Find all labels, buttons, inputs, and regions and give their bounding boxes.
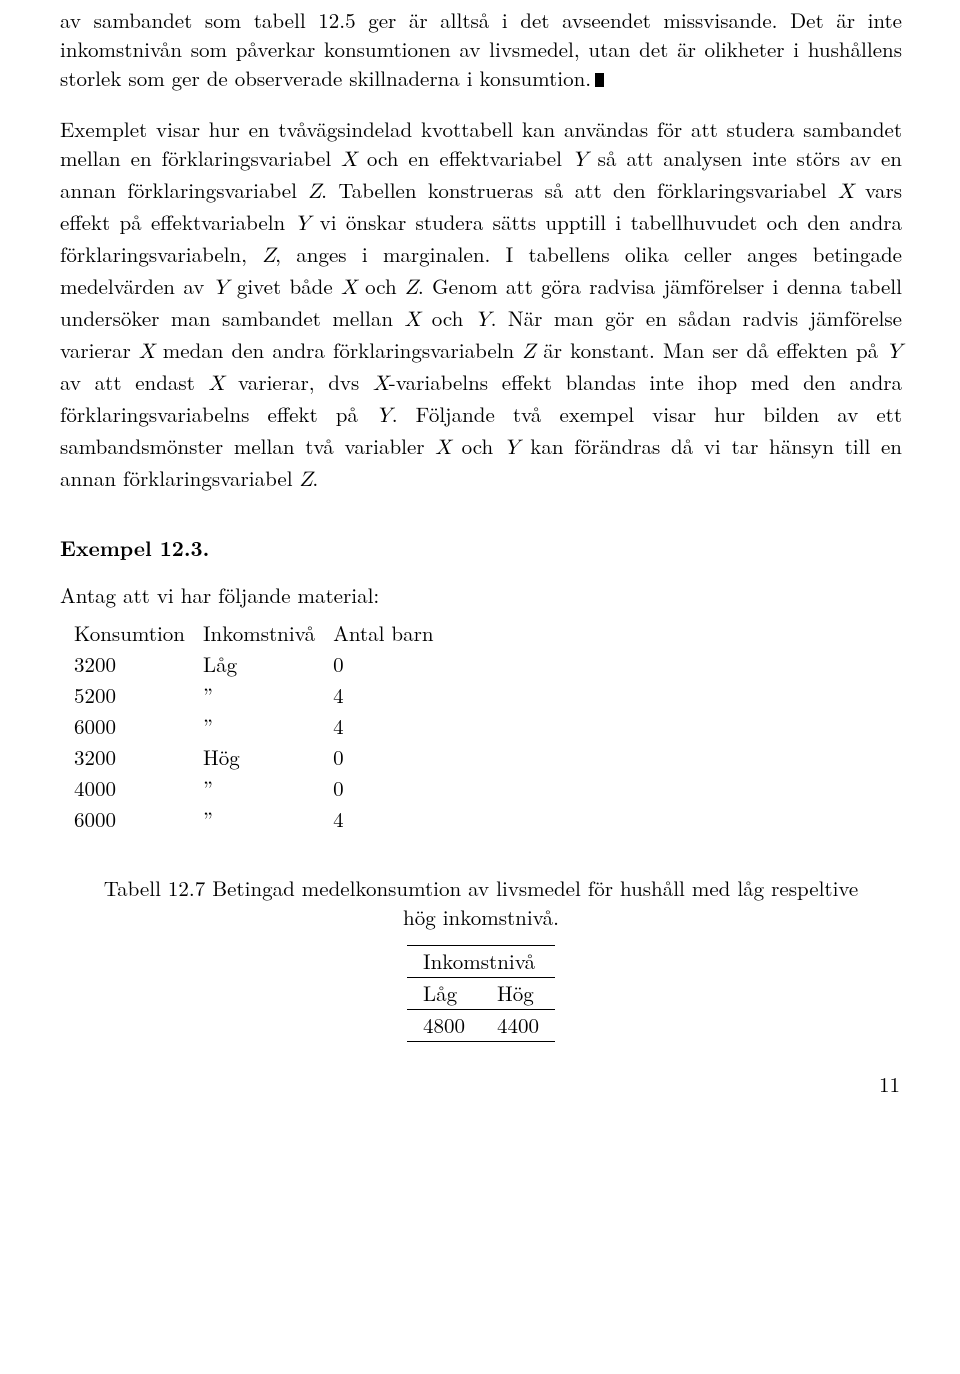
col-konsumtion: Konsumtion <box>74 619 203 650</box>
small-val-low: 4800 <box>407 1009 481 1041</box>
p2-seg-k: och <box>420 303 475 333</box>
cell: 4 <box>333 805 451 836</box>
table-row: 4000 ” 0 <box>74 774 452 805</box>
cell: 4 <box>333 681 451 712</box>
var-y: Y <box>213 278 229 299</box>
table-caption: Tabell 12.7 Betingad medelkonsumtion av … <box>60 874 902 931</box>
var-x: X <box>435 438 451 459</box>
table-row: 6000 ” 4 <box>74 805 452 836</box>
var-x: X <box>341 278 357 299</box>
intro-line: Antag att vi har följande material: <box>60 581 902 610</box>
var-y: Y <box>295 214 311 235</box>
var-z: Z <box>262 246 275 267</box>
var-y: Y <box>475 310 491 331</box>
cell: 4 <box>333 712 451 743</box>
var-x: X <box>209 374 225 395</box>
var-z: Z <box>522 342 535 363</box>
paragraph-1: av sambandet som tabell 12.5 ger är allt… <box>60 6 902 93</box>
var-x: X <box>405 310 421 331</box>
table-header-row: Konsumtion Inkomstnivå Antal barn <box>74 619 452 650</box>
var-x: X <box>373 374 389 395</box>
p2-seg-d: . Tabellen konstrueras så att den förkla… <box>321 175 838 205</box>
example-heading: Exempel 12.3. <box>60 534 902 563</box>
small-table-wrap: Inkomstnivå Låg Hög 4800 4400 <box>60 945 902 1042</box>
var-y: Y <box>572 150 588 171</box>
var-y: Y <box>504 438 520 459</box>
small-sub-row: Låg Hög <box>407 977 555 1009</box>
table-row: 3200 Låg 0 <box>74 650 452 681</box>
cell: Låg <box>203 650 333 681</box>
p1-text: av sambandet som tabell 12.5 ger är allt… <box>60 5 902 93</box>
small-header: Inkomstnivå <box>407 945 555 977</box>
p2-seg-u: . <box>312 463 318 493</box>
var-x: X <box>139 342 155 363</box>
small-sub-low: Låg <box>407 977 481 1009</box>
cell: ” <box>203 681 333 712</box>
p2-seg-p: varierar, dvs <box>224 367 373 397</box>
cell: Hög <box>203 743 333 774</box>
cell: ” <box>203 712 333 743</box>
var-y: Y <box>886 342 902 363</box>
var-y: Y <box>376 406 392 427</box>
col-antal-barn: Antal barn <box>333 619 451 650</box>
table-row: 6000 ” 4 <box>74 712 452 743</box>
cell: 3200 <box>74 650 203 681</box>
table-row: 5200 ” 4 <box>74 681 452 712</box>
p2-seg-m: medan den andra förklaringsvariabeln <box>155 335 523 365</box>
paragraph-2: Exemplet visar hur en tvåvägsindelad kvo… <box>60 115 902 496</box>
cell: 0 <box>333 743 451 774</box>
cell: ” <box>203 774 333 805</box>
table-row: 3200 Hög 0 <box>74 743 452 774</box>
p2-seg-s: och <box>451 431 504 461</box>
data-table: Konsumtion Inkomstnivå Antal barn 3200 L… <box>74 619 452 836</box>
var-z: Z <box>300 470 313 491</box>
p2-seg-n: är konstant. Man ser då effekten på <box>535 335 886 365</box>
cell: 3200 <box>74 743 203 774</box>
cell: 0 <box>333 774 451 805</box>
p2-seg-b: och en effektvariabel <box>357 143 572 173</box>
page-number: 11 <box>60 1070 902 1099</box>
cell: 0 <box>333 650 451 681</box>
end-of-proof-marker <box>595 73 604 87</box>
p2-seg-h: givet både <box>228 271 341 301</box>
var-x: X <box>838 182 854 203</box>
small-table: Inkomstnivå Låg Hög 4800 4400 <box>407 945 555 1042</box>
cell: 6000 <box>74 712 203 743</box>
p2-seg-i: och <box>357 271 405 301</box>
cell: 4000 <box>74 774 203 805</box>
var-z: Z <box>405 278 418 299</box>
cell: 6000 <box>74 805 203 836</box>
var-x: X <box>341 150 357 171</box>
small-value-row: 4800 4400 <box>407 1009 555 1041</box>
small-header-row: Inkomstnivå <box>407 945 555 977</box>
var-z: Z <box>308 182 321 203</box>
p2-seg-o: av att endast <box>60 367 209 397</box>
page-body: av sambandet som tabell 12.5 ger är allt… <box>0 0 960 1129</box>
cell: ” <box>203 805 333 836</box>
cell: 5200 <box>74 681 203 712</box>
small-sub-high: Hög <box>481 977 555 1009</box>
small-val-high: 4400 <box>481 1009 555 1041</box>
col-inkomstniva: Inkomstnivå <box>203 619 333 650</box>
